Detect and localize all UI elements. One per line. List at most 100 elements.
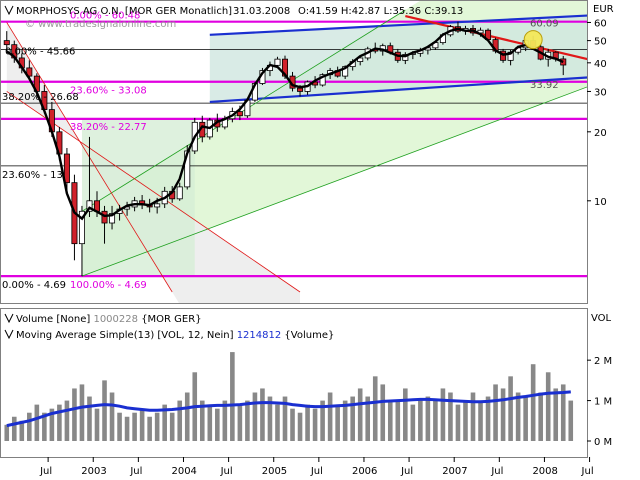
time-tick-label: 2007 <box>442 466 467 477</box>
volume-bar <box>463 400 468 441</box>
price-annotation: 60.09 <box>530 18 559 29</box>
volume-tick-label: 2 M <box>594 356 612 367</box>
volume-bar <box>470 392 476 441</box>
fib-level-label: 0.00% - 60.48 <box>70 11 140 22</box>
time-tick-label: Jul <box>581 466 594 477</box>
price-axis: EUR 10 20 30 40 50 60 <box>587 4 614 208</box>
volume-bar <box>27 412 32 441</box>
volume-bar <box>49 408 55 441</box>
candle-body <box>477 29 484 34</box>
volume-bar <box>102 380 107 441</box>
price-tick-label: 40 <box>594 59 607 70</box>
fibonacci-labels: 0.00% - 60.48 0.00% - 45.66 23.60% - 33.08… <box>2 11 559 291</box>
volume-bar <box>57 404 62 441</box>
volume-bar <box>147 416 152 441</box>
volume-bar <box>267 396 273 441</box>
volume-bar <box>425 396 431 441</box>
indicator-icon <box>4 5 14 16</box>
volume-bar <box>335 404 340 441</box>
candle-body <box>297 87 304 92</box>
volume-bar <box>11 416 17 441</box>
volume-bar <box>403 388 408 441</box>
candle-body <box>357 57 364 62</box>
volume-bar <box>177 400 183 441</box>
volume-bar <box>305 404 310 441</box>
time-tick-label: 2008 <box>532 466 557 477</box>
volume-bar <box>222 400 228 441</box>
fib-level-label: 100.00% - 4.69 <box>70 280 147 291</box>
trendline-green-lower <box>81 86 587 277</box>
volume-bar <box>282 396 288 441</box>
volume-bar <box>19 420 25 441</box>
volume-bar <box>380 384 386 441</box>
trendline-lower-channel <box>209 76 587 104</box>
fib-level-label: 38.20% - 22.77 <box>70 122 147 133</box>
volume-bar <box>297 412 303 441</box>
volume-bar <box>169 412 175 441</box>
price-tick-label: 60 <box>594 18 607 29</box>
volume-bar <box>327 392 333 441</box>
volume-bar <box>207 404 213 441</box>
volume-bar <box>139 408 145 441</box>
volume-bar <box>124 416 130 441</box>
volume-bar <box>523 396 528 441</box>
volume-bar <box>538 392 543 441</box>
volume-header: Volume [None] 1000228 {MOR GER} Moving A… <box>4 313 334 341</box>
volume-bar <box>275 404 280 441</box>
volume-bar <box>448 392 453 441</box>
volume-bar <box>455 404 461 441</box>
volume-bar <box>94 408 100 441</box>
candle-body <box>402 54 409 61</box>
volume-tick-label: 0 M <box>594 437 612 448</box>
volume-bar <box>199 400 205 441</box>
retracement-box-lower <box>81 118 195 277</box>
volume-bar <box>34 404 40 441</box>
ma-indicator-icon <box>4 329 14 340</box>
candle-body <box>86 200 93 212</box>
trendline-green-upper <box>81 9 406 212</box>
volume-bar <box>245 400 250 441</box>
highlight-marker <box>523 30 543 50</box>
fib-level-label: 0.00% - 45.66 <box>5 47 75 58</box>
fib-level-label: 23.60% - 33.08 <box>70 86 147 97</box>
volume-bar <box>64 400 70 441</box>
price-axis-unit: EUR <box>593 4 614 15</box>
candle-body <box>236 111 243 117</box>
candle-body <box>274 58 281 66</box>
ma-title: Moving Average Simple(13) [VOL, 12, Nein… <box>16 330 334 341</box>
price-tick-label: 10 <box>594 197 607 208</box>
price-tick-label: 30 <box>594 87 607 98</box>
volume-tick-label: 1 M <box>594 397 612 408</box>
fib-level-label: 0.00% - 4.69 <box>2 280 66 291</box>
time-tick-label: Jul <box>490 466 503 477</box>
trendline-resistance <box>405 14 587 61</box>
time-tick-label: 2003 <box>81 466 106 477</box>
volume-bar <box>320 400 325 441</box>
volume-bar <box>410 404 416 441</box>
volume-bar <box>478 400 483 441</box>
volume-bar <box>162 404 167 441</box>
volume-bar <box>545 372 551 441</box>
volume-bar <box>230 352 235 441</box>
volume-bar <box>515 392 521 441</box>
time-tick-label: 2006 <box>352 466 377 477</box>
volume-bar <box>440 388 446 441</box>
volume-bar <box>342 400 348 441</box>
candle-body <box>154 203 161 208</box>
volume-bar <box>418 400 423 441</box>
trendline-red-diag-lower <box>6 91 301 293</box>
candle-body <box>78 210 85 245</box>
volume-moving-average <box>6 390 571 428</box>
fib-level-label: 38.20% - 26.68 <box>2 92 79 103</box>
volume-bar <box>42 412 47 441</box>
candlesticks <box>3 21 567 277</box>
volume-bar <box>260 388 265 441</box>
volume-bar <box>387 400 393 441</box>
candle-body <box>26 67 33 77</box>
time-tick-label: 2005 <box>262 466 287 477</box>
volume-bar <box>312 408 318 441</box>
volume-bar <box>117 412 122 441</box>
candle-body <box>319 74 326 86</box>
time-tick-label: Jul <box>400 466 413 477</box>
